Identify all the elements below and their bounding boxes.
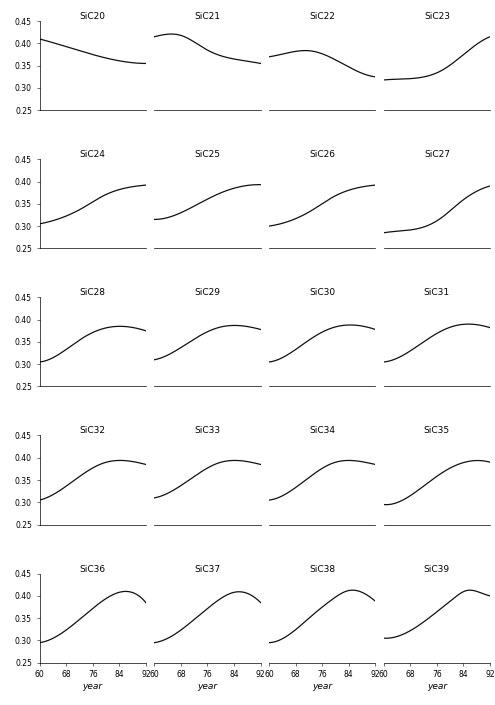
Title: SiC39: SiC39 [424,565,450,574]
X-axis label: year: year [312,682,332,691]
Title: SiC22: SiC22 [309,12,335,21]
Title: SiC36: SiC36 [80,565,106,574]
Title: SiC28: SiC28 [80,288,106,298]
Title: SiC33: SiC33 [195,427,220,436]
Title: SiC35: SiC35 [424,427,450,436]
Title: SiC32: SiC32 [80,427,106,436]
X-axis label: year: year [198,682,217,691]
Title: SiC27: SiC27 [424,150,450,159]
Title: SiC21: SiC21 [195,12,220,21]
Title: SiC24: SiC24 [80,150,105,159]
Title: SiC23: SiC23 [424,12,450,21]
Title: SiC38: SiC38 [309,565,335,574]
Title: SiC25: SiC25 [195,150,220,159]
X-axis label: year: year [427,682,447,691]
Title: SiC30: SiC30 [309,288,335,298]
Title: SiC34: SiC34 [309,427,335,436]
Title: SiC26: SiC26 [309,150,335,159]
Title: SiC20: SiC20 [80,12,106,21]
X-axis label: year: year [83,682,103,691]
Title: SiC37: SiC37 [195,565,220,574]
Title: SiC29: SiC29 [195,288,220,298]
Title: SiC31: SiC31 [424,288,450,298]
